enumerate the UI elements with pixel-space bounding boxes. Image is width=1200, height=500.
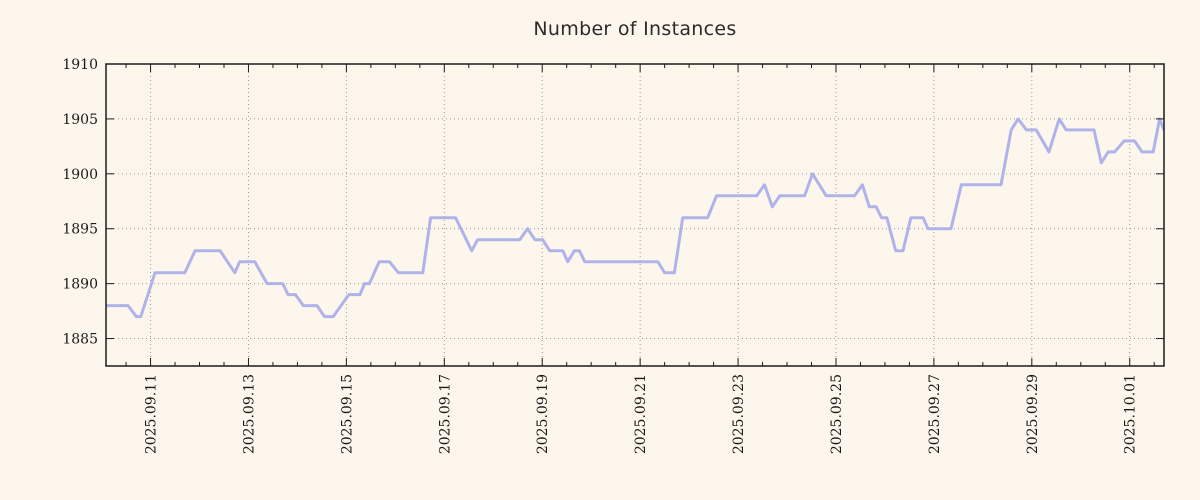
chart-title: Number of Instances [533, 18, 737, 40]
axis-ticks [106, 63, 1164, 366]
svg-text:1900: 1900 [62, 167, 98, 183]
svg-text:2025.09.27: 2025.09.27 [927, 374, 943, 454]
svg-text:2025.09.19: 2025.09.19 [535, 374, 551, 454]
svg-text:1910: 1910 [62, 57, 98, 73]
plot-area [106, 64, 1164, 366]
svg-text:2025.09.21: 2025.09.21 [633, 374, 649, 454]
svg-text:2025.09.13: 2025.09.13 [241, 374, 257, 454]
svg-text:1895: 1895 [62, 222, 98, 238]
svg-text:2025.09.29: 2025.09.29 [1025, 374, 1041, 454]
svg-text:2025.09.15: 2025.09.15 [339, 374, 355, 454]
svg-text:1885: 1885 [62, 332, 98, 348]
y-axis-labels: 1885 1890 1895 1900 1905 1910 [62, 57, 98, 348]
svg-text:2025.09.17: 2025.09.17 [437, 374, 453, 454]
series-instances [106, 117, 1166, 319]
svg-text:2025.09.11: 2025.09.11 [144, 374, 160, 454]
svg-text:1890: 1890 [62, 277, 98, 293]
svg-text:2025.09.25: 2025.09.25 [829, 374, 845, 454]
plot-border [105, 63, 1165, 367]
svg-text:1905: 1905 [62, 112, 98, 128]
x-axis-labels: 2025.09.11 2025.09.13 2025.09.15 2025.09.17… [144, 374, 1139, 454]
svg-text:2025.09.23: 2025.09.23 [731, 374, 747, 454]
svg-text:2025.10.01: 2025.10.01 [1123, 374, 1139, 454]
